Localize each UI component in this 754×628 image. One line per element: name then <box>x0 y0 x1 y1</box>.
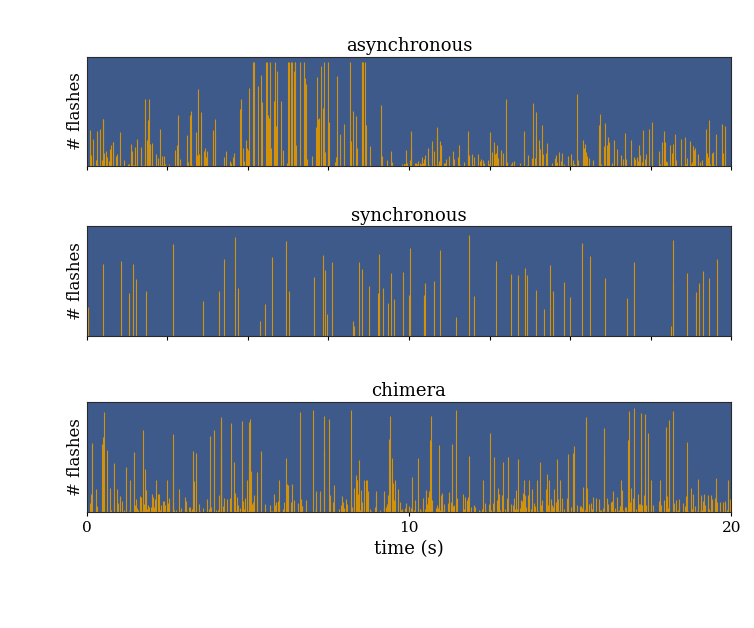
Title: synchronous: synchronous <box>351 207 467 225</box>
X-axis label: time (s): time (s) <box>374 541 444 558</box>
Y-axis label: # flashes: # flashes <box>67 418 84 496</box>
Y-axis label: # flashes: # flashes <box>67 72 84 151</box>
Title: asynchronous: asynchronous <box>346 37 472 55</box>
Y-axis label: # flashes: # flashes <box>67 242 84 320</box>
Title: chimera: chimera <box>372 382 446 401</box>
